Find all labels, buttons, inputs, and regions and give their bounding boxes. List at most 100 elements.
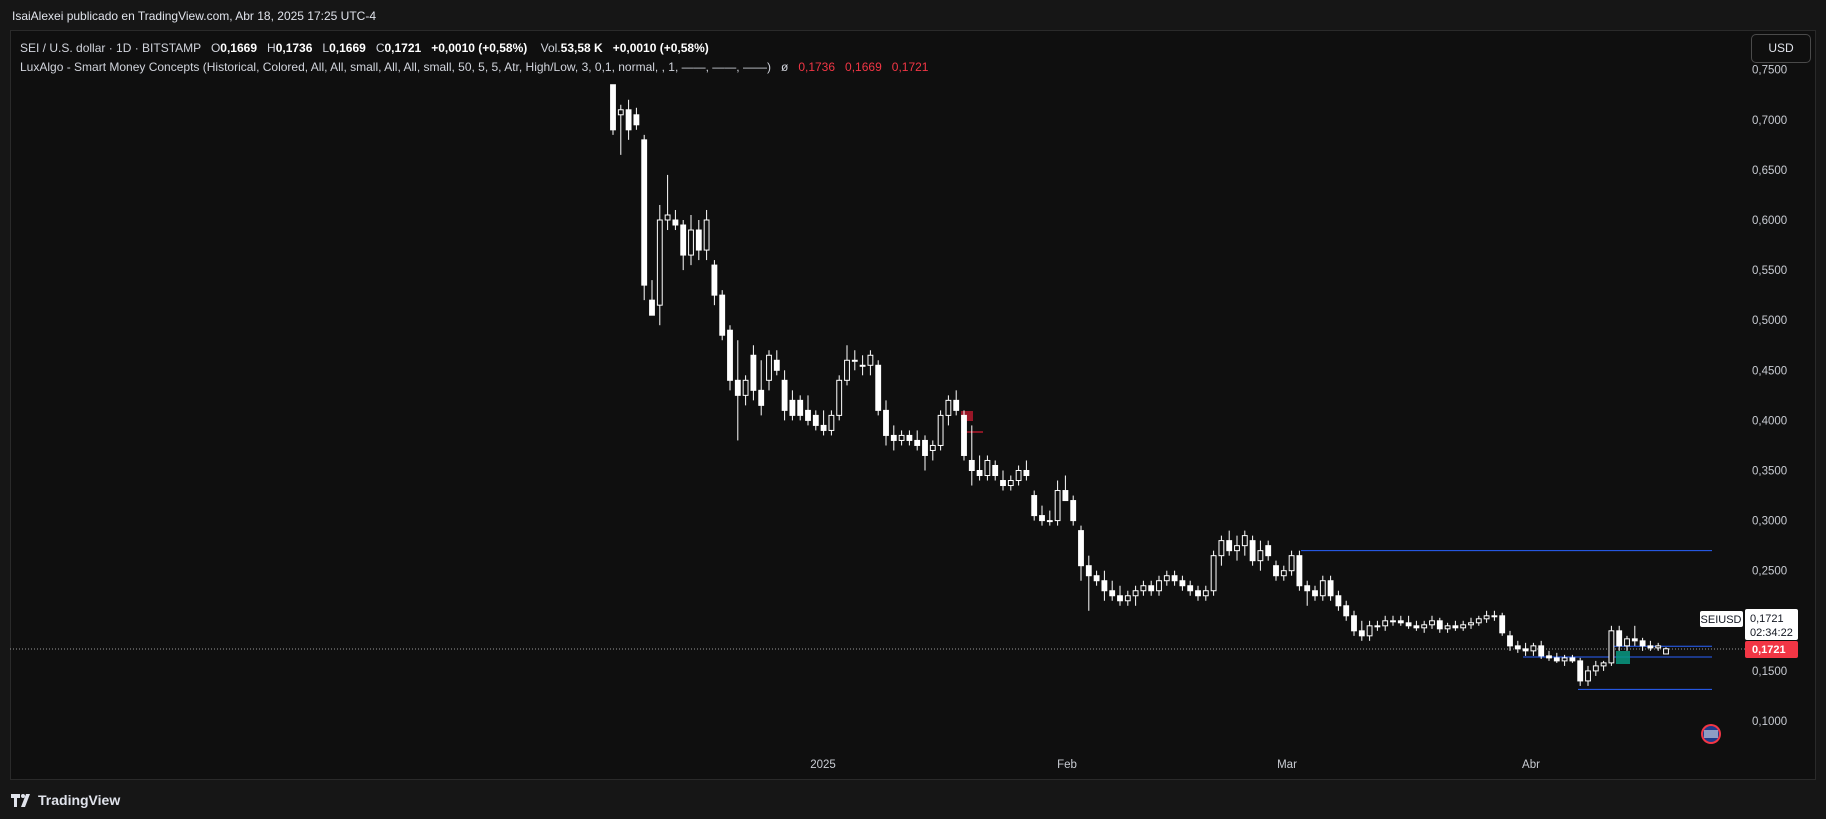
candle-body xyxy=(1452,625,1459,629)
candle-body xyxy=(1218,540,1225,557)
price-change: +0,0010 (+0,58%) xyxy=(431,41,528,55)
candle-body xyxy=(1468,622,1474,626)
bullish-order-block xyxy=(1616,651,1630,664)
candle-body xyxy=(937,414,944,446)
candle-body xyxy=(1101,580,1108,592)
candle-body xyxy=(1374,625,1381,628)
candle-body xyxy=(1569,657,1576,662)
candle-body xyxy=(984,459,991,477)
candle-body xyxy=(1366,625,1373,637)
tradingview-logo[interactable]: TradingView xyxy=(11,792,120,808)
candle-body xyxy=(1296,555,1303,587)
candle-body xyxy=(1046,520,1053,523)
tradingview-logo-icon xyxy=(11,793,30,807)
low-value: 0,1669 xyxy=(329,41,366,55)
indicator-value-3: 0,1721 xyxy=(891,60,929,74)
candle-body xyxy=(1327,580,1334,597)
candle-body xyxy=(1397,620,1404,624)
candle-body xyxy=(672,219,679,226)
low-label: L xyxy=(322,41,330,55)
candle-body xyxy=(1483,615,1490,620)
candle-body xyxy=(610,84,616,131)
price-tick-label: 0,7000 xyxy=(1752,115,1787,127)
candle-body xyxy=(1015,470,1022,482)
candle-body xyxy=(929,444,936,451)
last-price-text: 0,1721 xyxy=(1750,613,1784,625)
candle-body xyxy=(1319,580,1326,597)
candle-body xyxy=(633,114,640,126)
candle-body xyxy=(976,470,983,477)
candle-body xyxy=(820,424,827,431)
candle-body xyxy=(1499,615,1506,634)
candle-body xyxy=(1335,595,1342,607)
candle-body xyxy=(1171,575,1178,582)
candle-body xyxy=(750,354,757,391)
close-value: 0,1721 xyxy=(384,41,422,55)
volume-change: +0,0010 (+0,58%) xyxy=(612,41,709,55)
candle-body xyxy=(1085,565,1092,577)
footer-bar xyxy=(0,780,1826,819)
candle-body xyxy=(859,364,866,367)
candle-body xyxy=(1265,545,1272,557)
candle-body xyxy=(1062,490,1069,502)
candle-body xyxy=(695,229,702,251)
candle-body xyxy=(789,399,796,416)
candle-body xyxy=(922,439,928,456)
price-tick-label: 0,5500 xyxy=(1752,265,1787,277)
candle-body xyxy=(1444,625,1451,630)
candle-body xyxy=(1600,662,1607,667)
publication-bar: IsaiAlexei publicado en TradingView.com,… xyxy=(0,0,1826,30)
candle-body xyxy=(617,109,624,116)
candle-body xyxy=(1351,615,1357,632)
candle-body xyxy=(1249,540,1256,562)
candle-body xyxy=(1156,580,1162,592)
candle-body xyxy=(844,359,850,381)
candle-body xyxy=(1585,670,1591,682)
candle-body xyxy=(1577,660,1584,682)
candle-body xyxy=(1491,615,1498,618)
candle-body xyxy=(828,414,835,431)
candle-body xyxy=(961,414,967,456)
candle-body xyxy=(1093,575,1100,582)
candle-body xyxy=(1195,590,1201,597)
candle-body xyxy=(1546,655,1552,659)
candle-body xyxy=(664,214,671,221)
volume-label: Vol. xyxy=(540,41,561,55)
candle-body xyxy=(727,329,733,381)
indicator-legend-row[interactable]: LuxAlgo - Smart Money Concepts (Historic… xyxy=(20,58,928,77)
indicator-value-2: 0,1669 xyxy=(845,60,882,74)
candle-body xyxy=(1007,480,1014,487)
candle-body xyxy=(1460,624,1467,629)
candle-body xyxy=(1429,620,1435,626)
candle-body xyxy=(1117,595,1123,602)
candle-body xyxy=(1124,595,1131,602)
current-price-tag-bg xyxy=(1745,641,1798,658)
publisher-text: IsaiAlexei publicado en TradingView.com,… xyxy=(12,9,376,23)
tradingview-logo-text: TradingView xyxy=(38,792,121,808)
candle-body xyxy=(742,379,749,396)
chart-legend: SEI / U.S. dollar · 1D · BITSTAMP O0,166… xyxy=(20,39,928,77)
chart-pane[interactable] xyxy=(10,30,1816,780)
candle-body xyxy=(1078,530,1084,567)
currency-button[interactable]: USD xyxy=(1751,34,1811,63)
symbol-legend-row[interactable]: SEI / U.S. dollar · 1D · BITSTAMP O0,166… xyxy=(20,39,928,58)
high-value: 0,1736 xyxy=(275,41,313,55)
candle-body xyxy=(1561,657,1568,662)
symbol-label[interactable]: SEI / U.S. dollar · 1D · BITSTAMP xyxy=(20,41,201,55)
symbol-tag-bg xyxy=(1700,611,1743,627)
candle-body xyxy=(1514,645,1521,650)
candle-body xyxy=(1639,640,1646,647)
candle-body xyxy=(805,409,811,421)
candle-body xyxy=(1358,630,1365,637)
indicator-symbol: ø xyxy=(780,60,789,74)
high-label: H xyxy=(267,41,276,55)
candle-body xyxy=(1210,555,1217,592)
candle-body xyxy=(1234,545,1240,552)
candle-body xyxy=(641,139,648,286)
indicator-label[interactable]: LuxAlgo - Smart Money Concepts (Historic… xyxy=(20,60,771,74)
candle-body xyxy=(1616,630,1623,647)
price-tick-label: 0,1000 xyxy=(1752,716,1787,728)
candle-body xyxy=(766,354,772,381)
candle-body xyxy=(1280,570,1287,577)
